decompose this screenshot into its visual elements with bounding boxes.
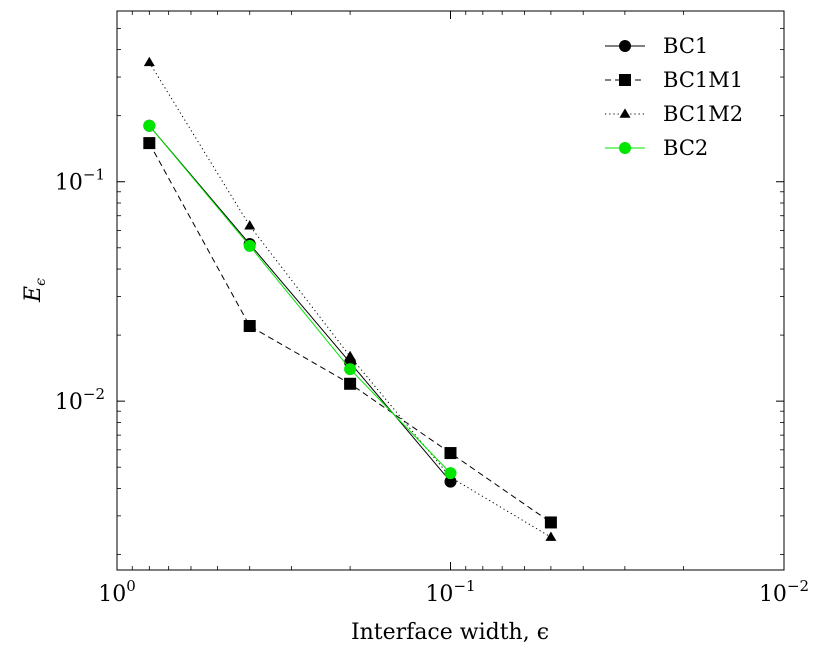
major-ticks [116,11,785,570]
legend-marker [619,74,631,86]
legend-item-bc1m1: BC1M1 [605,68,743,92]
data-point [143,137,156,150]
data-point [143,56,155,67]
legend-marker [619,142,631,154]
data-point [444,447,457,460]
x-tick-label-exponent: −2 [787,577,809,595]
y-tick-labels: 10−110−2 [55,166,105,415]
y-tick-label-base: 10 [55,390,83,415]
legend-label: BC2 [663,136,708,160]
x-tick-label: 10−2 [759,577,809,607]
data-point [244,220,256,230]
series-bc2 [143,119,457,480]
series-line [148,142,552,523]
y-axis-label-main: E [21,286,46,303]
series-bc1m2 [143,56,557,541]
data-point [545,531,557,541]
data-point [444,467,457,480]
x-tick-label-base: 10 [98,582,126,607]
legend-item-bc1m2: BC1M2 [605,102,743,126]
data-point [344,377,357,390]
legend-marker [619,40,631,52]
data-point [544,516,557,529]
legend-label: BC1M2 [663,102,743,126]
data-point [143,119,156,132]
data-point [243,239,256,252]
x-tick-label-exponent: −1 [453,577,475,595]
legend-item-bc1: BC1 [605,34,708,58]
series-layer [143,56,557,541]
x-tick-label-exponent: 0 [126,577,136,595]
legend-label: BC1M1 [663,68,743,92]
series-line [148,62,552,538]
data-point [243,320,256,333]
y-tick-label: 10−1 [55,166,105,196]
y-tick-label-exponent: −2 [83,385,105,403]
y-tick-label-exponent: −1 [83,166,105,184]
x-tick-label-base: 10 [425,582,453,607]
x-tick-label-base: 10 [759,582,787,607]
legend-label: BC1 [663,34,708,58]
y-tick-label-base: 10 [55,171,83,196]
y-axis-label-sub: ϵ [33,278,49,286]
x-tick-label: 10−1 [425,577,475,607]
minor-ticks [117,11,784,570]
x-axis-label: Interface width, ϵ [351,620,549,645]
y-axis-label: Eϵ [21,278,49,303]
series-line [148,125,451,482]
data-point [344,350,356,361]
series-line [148,125,451,474]
data-point [344,363,357,376]
legend-item-bc2: BC2 [605,136,708,160]
x-tick-labels: 100 10−1 10−2 [98,577,809,607]
y-tick-label: 10−2 [55,385,105,415]
legend-marker [619,108,631,118]
series-bc1m1 [143,137,557,529]
x-tick-label: 100 [98,577,136,607]
legend: BC1 BC1M1 BC1M2 BC2 [605,34,743,160]
